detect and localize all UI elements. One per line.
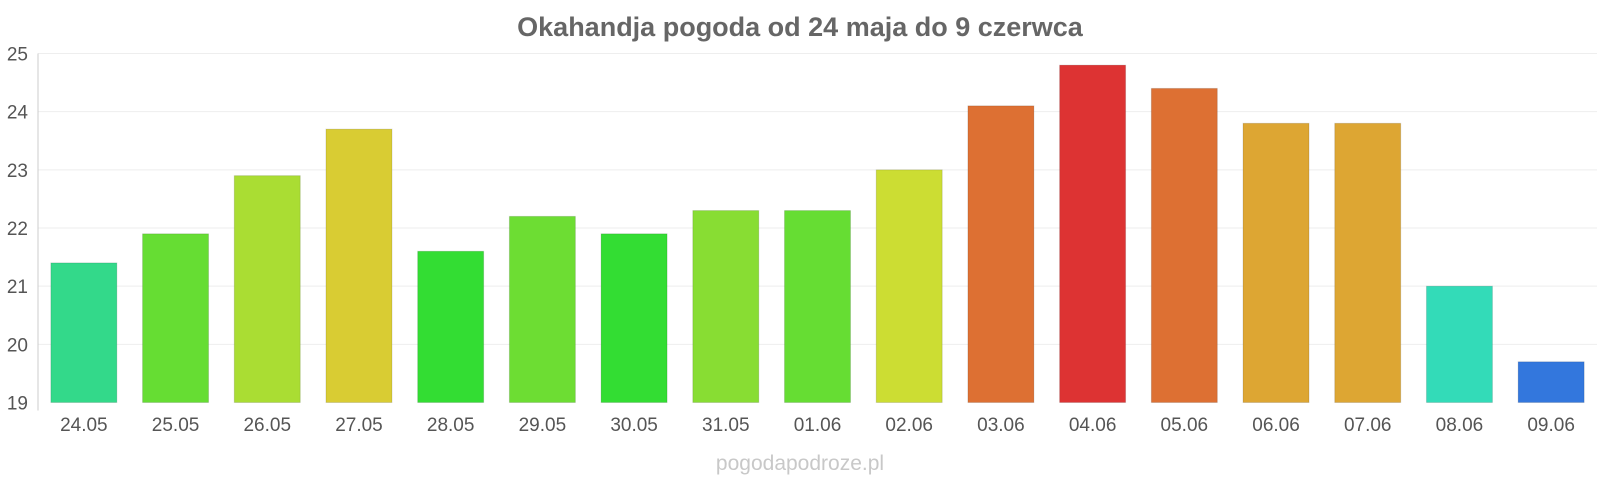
x-tick-label: 02.06 xyxy=(885,415,933,436)
x-tick-label: 07.06 xyxy=(1344,415,1392,436)
x-tick-label: 08.06 xyxy=(1436,415,1484,436)
x-tick-label: 09.06 xyxy=(1527,415,1575,436)
bar xyxy=(1059,64,1127,403)
y-axis-ticks: 19 20 21 22 23 24 25 xyxy=(7,45,29,415)
y-tick-label: 23 xyxy=(7,161,28,182)
bar xyxy=(325,128,393,403)
y-tick-label: 22 xyxy=(7,219,28,240)
x-tick-label: 26.05 xyxy=(243,415,291,436)
bar xyxy=(692,210,760,403)
x-tick-label: 30.05 xyxy=(610,415,658,436)
bar xyxy=(1150,87,1218,404)
x-tick-label: 25.05 xyxy=(152,415,200,436)
y-tick-label: 25 xyxy=(7,45,28,66)
x-axis-ticks: 24.05 25.05 26.05 27.05 28.05 29.05 30.05 31.05… xyxy=(60,415,1575,436)
y-tick-label: 24 xyxy=(7,103,29,124)
bar xyxy=(784,210,851,403)
bar xyxy=(1517,361,1585,403)
bar xyxy=(1425,285,1493,403)
y-tick-label: 19 xyxy=(7,394,28,415)
x-tick-label: 01.06 xyxy=(794,415,842,436)
bar xyxy=(1334,122,1402,404)
x-tick-label: 04.06 xyxy=(1069,415,1117,436)
x-tick-label: 31.05 xyxy=(702,415,750,436)
bar xyxy=(508,215,576,403)
bar xyxy=(1242,122,1310,404)
x-tick-label: 03.06 xyxy=(977,415,1025,436)
bar xyxy=(600,233,668,403)
bar xyxy=(142,233,210,403)
x-tick-label: 28.05 xyxy=(427,415,475,436)
x-tick-label: 24.05 xyxy=(60,415,108,436)
bar xyxy=(875,169,943,403)
x-tick-label: 05.06 xyxy=(1161,415,1209,436)
bar xyxy=(967,105,1035,403)
bar xyxy=(417,250,485,403)
bar xyxy=(50,262,118,403)
y-tick-label: 20 xyxy=(7,335,28,356)
x-tick-label: 29.05 xyxy=(519,415,567,436)
bars xyxy=(50,64,1585,404)
x-tick-label: 27.05 xyxy=(335,415,383,436)
x-tick-label: 06.06 xyxy=(1252,415,1300,436)
bar xyxy=(233,175,301,403)
chart-title: Okahandja pogoda od 24 maja do 9 czerwca xyxy=(517,12,1084,42)
y-tick-label: 21 xyxy=(7,277,28,298)
watermark: pogodapodroze.pl xyxy=(716,452,884,475)
